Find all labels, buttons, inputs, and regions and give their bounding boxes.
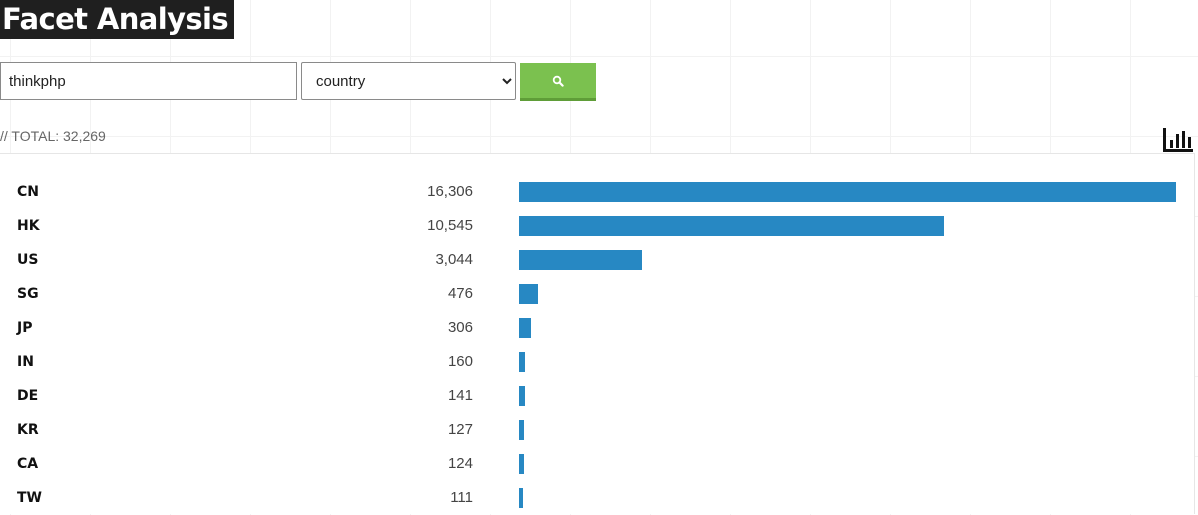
facet-row-label[interactable]: IN: [17, 354, 34, 370]
facet-row: US 3,044: [0, 243, 1194, 277]
facet-row: TW 111: [0, 481, 1194, 515]
facet-row: IN 160: [0, 345, 1194, 379]
facet-row-count: 160: [447, 353, 473, 370]
facet-row-label[interactable]: CA: [17, 456, 39, 472]
total-count: // TOTAL: 32,269: [0, 128, 106, 144]
facet-row-label[interactable]: US: [17, 252, 39, 268]
facet-row-count: 127: [447, 421, 473, 438]
facet-row-label[interactable]: TW: [17, 490, 42, 506]
facet-row-bar: [519, 420, 524, 440]
facet-row-bar: [519, 182, 1176, 202]
facet-row-label[interactable]: CN: [17, 184, 39, 200]
facet-row-count: 141: [447, 387, 473, 404]
facet-row-label[interactable]: HK: [17, 218, 40, 234]
facet-row-label[interactable]: DE: [17, 388, 39, 404]
facet-row-bar: [519, 318, 531, 338]
facet-row-label[interactable]: SG: [17, 286, 39, 302]
search-button[interactable]: [520, 63, 596, 101]
facet-row-count: 10,545: [427, 217, 473, 234]
facet-row-bar: [519, 216, 944, 236]
facet-row-label[interactable]: KR: [17, 422, 39, 438]
facet-row-count: 306: [447, 319, 473, 336]
facet-row: DE 141: [0, 379, 1194, 413]
facet-row-count: 111: [450, 489, 473, 506]
facet-row-bar: [519, 352, 525, 372]
bar-chart-icon[interactable]: [1162, 128, 1194, 154]
facet-row: JP 306: [0, 311, 1194, 345]
facet-row: HK 10,545: [0, 209, 1194, 243]
facet-select[interactable]: country: [301, 62, 516, 100]
search-input[interactable]: [0, 62, 297, 100]
facet-row-count: 16,306: [427, 183, 473, 200]
facet-row: CA 124: [0, 447, 1194, 481]
facet-row: CN 16,306: [0, 175, 1194, 209]
facet-row-label[interactable]: JP: [17, 320, 33, 336]
facet-row-bar: [519, 386, 525, 406]
facet-row-bar: [519, 250, 642, 270]
facet-row-count: 3,044: [435, 251, 473, 268]
facet-row-bar: [519, 488, 523, 508]
facet-results-panel: CN 16,306 HK 10,545 US 3,044 SG 476 JP 306 IN 160 DE…: [0, 153, 1195, 514]
facet-row: KR 127: [0, 413, 1194, 447]
facet-row-count: 476: [447, 285, 473, 302]
search-icon: [552, 75, 564, 87]
facet-row-bar: [519, 284, 538, 304]
facet-row: SG 476: [0, 277, 1194, 311]
facet-row-bar: [519, 454, 524, 474]
facet-row-count: 124: [447, 455, 473, 472]
page-title: Facet Analysis: [0, 0, 235, 39]
